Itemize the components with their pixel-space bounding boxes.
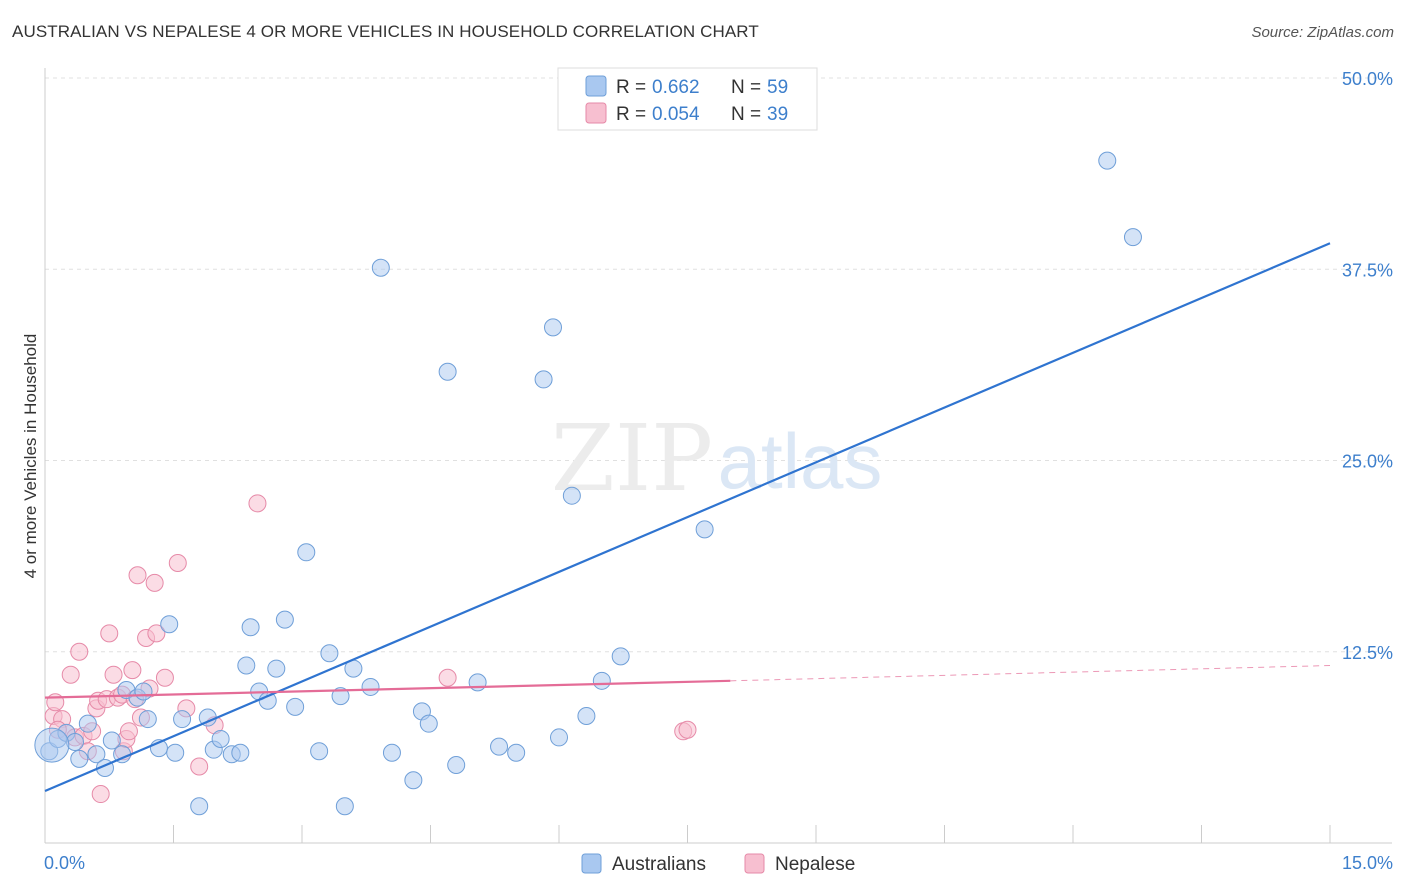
australians-point-17 <box>173 710 192 729</box>
stats-swatch-australians <box>585 75 607 97</box>
stats-swatch-nepalese <box>585 102 607 124</box>
australians-point-37 <box>361 677 380 696</box>
australians-point-45 <box>468 673 487 692</box>
australians-points <box>34 151 1142 816</box>
source-credit: Source: ZipAtlas.com <box>1251 24 1394 41</box>
stats-n-value-australians: 59 <box>767 77 788 98</box>
trend-lines <box>44 242 1331 792</box>
australians-point-13 <box>138 710 157 729</box>
australians-trend-line <box>44 242 1331 792</box>
nepalese-point-14 <box>100 624 119 643</box>
australians-point-52 <box>577 707 596 726</box>
x-tick-labels: 0.0% 15.0% <box>44 853 1393 873</box>
y-tick-label-2: 37.5% <box>1342 260 1393 280</box>
australians-point-28 <box>267 659 286 678</box>
nepalese-point-35 <box>438 668 457 687</box>
legend-swatch-australians <box>581 853 602 874</box>
nepalese-point-37 <box>678 720 697 739</box>
stats-r-value-australians: 0.662 <box>652 77 700 98</box>
stats-legend: R = 0.662 N = 59 R = 0.054 N = 39 <box>557 67 818 131</box>
australians-point-34 <box>331 687 350 706</box>
australians-point-15 <box>160 615 179 634</box>
australians-point-23 <box>231 743 250 762</box>
australians-point-57 <box>1123 228 1142 247</box>
nepalese-point-20 <box>119 722 138 741</box>
nepalese-point-30 <box>168 554 187 573</box>
australians-point-51 <box>562 486 581 505</box>
australians-point-16 <box>166 743 185 762</box>
stats-n-value-nepalese: 39 <box>767 104 788 125</box>
stats-r-value-nepalese: 0.054 <box>652 104 700 125</box>
nepalese-point-12 <box>91 785 110 804</box>
australians-point-32 <box>310 742 329 761</box>
australians-point-33 <box>320 644 339 663</box>
australians-point-4 <box>70 749 89 768</box>
australians-point-5 <box>78 714 97 733</box>
nepalese-point-6 <box>70 642 89 661</box>
nepalese-point-27 <box>145 573 164 592</box>
australians-point-6 <box>87 745 106 764</box>
australians-point-56 <box>1098 151 1117 170</box>
stats-r-label-australians: R = <box>616 77 646 98</box>
nepalese-point-34 <box>248 494 267 513</box>
legend-label-australians: Australians <box>612 854 706 875</box>
australians-point-43 <box>438 362 457 381</box>
watermark: ZIP atlas <box>551 405 882 512</box>
chart-title: AUSTRALIAN VS NEPALESE 4 OR MORE VEHICLE… <box>12 22 759 41</box>
australians-point-53 <box>592 671 611 690</box>
y-tick-label-0: 12.5% <box>1342 643 1393 663</box>
nepalese-point-15 <box>104 665 123 684</box>
australians-point-39 <box>382 743 401 762</box>
nepalese-point-29 <box>155 668 174 687</box>
australians-point-38 <box>371 258 390 277</box>
australians-point-46 <box>490 737 509 756</box>
australians-point-31 <box>297 543 316 562</box>
series-legend: Australians Nepalese <box>581 853 855 875</box>
australians-point-21 <box>211 729 230 748</box>
australians-point-18 <box>190 797 209 816</box>
australians-point-58 <box>34 727 70 763</box>
y-tick-label-1: 25.0% <box>1342 452 1393 472</box>
x-tick-label-1: 15.0% <box>1342 853 1393 873</box>
australians-point-35 <box>335 797 354 816</box>
australians-point-49 <box>544 318 563 337</box>
y-axis-label: 4 or more Vehicles in Household <box>21 334 40 579</box>
australians-point-48 <box>534 370 553 389</box>
australians-point-44 <box>447 755 466 774</box>
nepalese-point-23 <box>128 566 147 585</box>
y-tick-labels: 12.5% 25.0% 37.5% 50.0% <box>1342 69 1393 663</box>
legend-swatch-nepalese <box>744 853 765 874</box>
australians-point-29 <box>275 610 294 629</box>
nepalese-trend-extension <box>730 665 1331 682</box>
australians-point-55 <box>695 520 714 539</box>
australians-point-42 <box>419 714 438 733</box>
australians-point-12 <box>134 682 153 701</box>
australians-point-25 <box>241 618 260 637</box>
australians-point-47 <box>507 743 526 762</box>
stats-r-label-nepalese: R = <box>616 104 646 125</box>
y-tick-label-3: 50.0% <box>1342 69 1393 89</box>
x-tick-label-0: 0.0% <box>44 853 85 873</box>
watermark-atlas: atlas <box>718 417 883 505</box>
nepalese-point-4 <box>61 665 80 684</box>
legend-label-nepalese: Nepalese <box>775 854 855 875</box>
stats-n-label-nepalese: N = <box>731 104 761 125</box>
nepalese-points <box>44 494 697 804</box>
nepalese-point-32 <box>190 757 209 776</box>
australians-point-54 <box>611 647 630 666</box>
nepalese-point-21 <box>123 661 142 680</box>
australians-point-40 <box>404 771 423 790</box>
australians-point-24 <box>237 656 256 675</box>
stats-n-label-australians: N = <box>731 77 761 98</box>
nepalese-point-28 <box>147 624 166 643</box>
nepalese-trend-line <box>44 679 731 699</box>
grid-lines <box>45 77 1392 653</box>
australians-point-27 <box>258 691 277 710</box>
australians-point-30 <box>286 697 305 716</box>
australians-point-8 <box>102 731 121 750</box>
australians-point-50 <box>550 728 568 747</box>
